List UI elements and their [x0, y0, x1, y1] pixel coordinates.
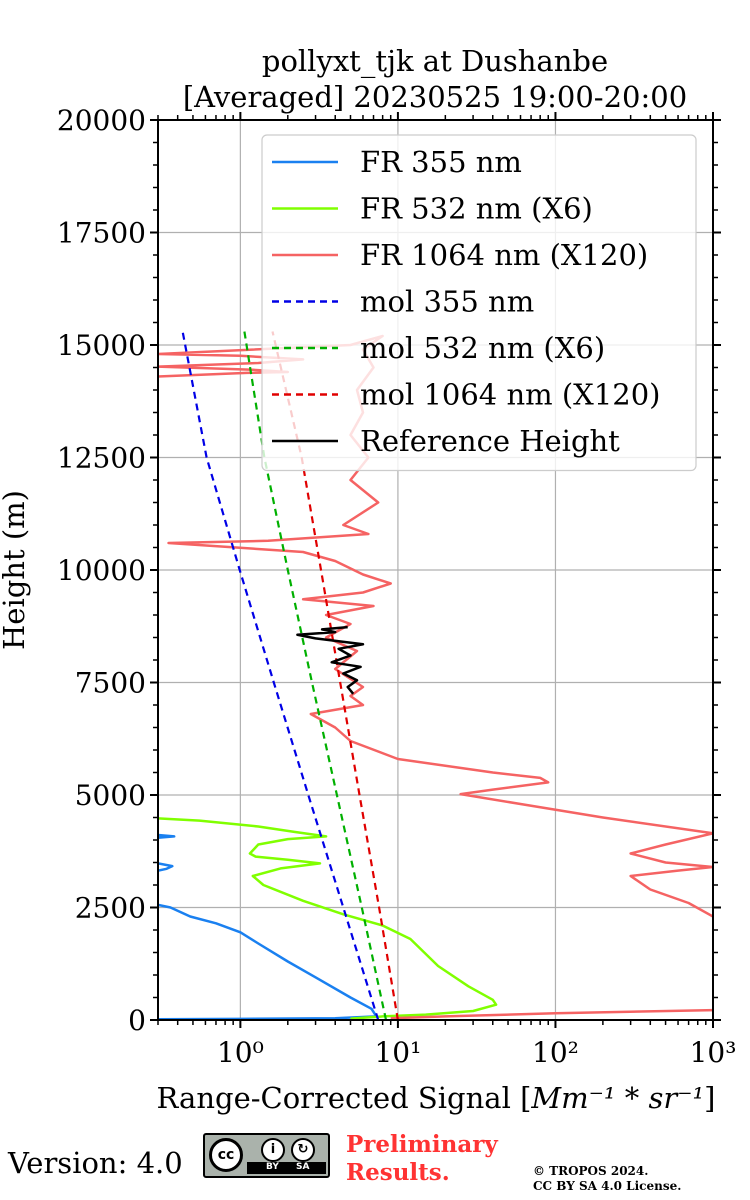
legend-label: mol 1064 nm (X120)	[360, 378, 661, 412]
sa-label: SA	[296, 1162, 310, 1172]
preliminary-results: Preliminary Results.	[346, 1131, 498, 1187]
x-tick-label: 10¹	[374, 1036, 421, 1069]
copyright-notice: © TROPOS 2024. CC BY SA 4.0 License.	[533, 1164, 681, 1194]
legend-label: FR 532 nm (X6)	[360, 192, 593, 226]
series-fr355	[158, 833, 378, 1020]
y-tick-label: 12500	[57, 442, 146, 475]
legend-box	[261, 134, 697, 472]
share-alike-icon: ↻	[291, 1138, 315, 1162]
y-tick-label: 10000	[57, 554, 146, 587]
legend-label: mol 355 nm	[360, 285, 534, 319]
y-tick-label: 0	[128, 1004, 146, 1037]
series-fr532	[158, 817, 498, 1020]
y-tick-label: 17500	[57, 217, 146, 250]
x-axis-label: Range-Corrected Signal [Mm⁻¹ * sr⁻¹]	[157, 1081, 716, 1115]
legend-label: Reference Height	[360, 424, 620, 458]
x-axis-label-text: Range-Corrected Signal [	[157, 1081, 532, 1115]
x-tick-label: 10⁰	[217, 1036, 264, 1069]
by-label: BY	[266, 1162, 279, 1172]
y-tick-label: 7500	[75, 667, 146, 700]
x-tick-label: 10³	[690, 1036, 737, 1069]
y-tick-label: 15000	[57, 329, 146, 362]
legend-label: FR 355 nm	[360, 145, 522, 179]
y-tick-label: 20000	[57, 104, 146, 137]
x-axis-label-close: ]	[704, 1081, 715, 1115]
copyright-line1: © TROPOS 2024.	[533, 1164, 649, 1178]
chart-title-line2: [Averaged] 20230525 19:00-20:00	[183, 80, 687, 114]
preliminary-line2: Results.	[346, 1159, 450, 1186]
legend-label: FR 1064 nm (X120)	[360, 238, 648, 272]
legend: FR 355 nm FR 532 nm (X6) FR 1064 nm (X120)…	[261, 134, 697, 472]
version-label: Version: 4.0	[8, 1146, 183, 1180]
series-refheight	[296, 625, 365, 695]
preliminary-line1: Preliminary	[346, 1131, 498, 1158]
axes: 0 2500 5000 7500 10000 12500 15000 17500 20000 10…	[57, 104, 737, 1069]
x-axis-label-math: Mm⁻¹ * sr⁻¹	[530, 1081, 704, 1115]
cc-strip: BY SA	[247, 1162, 326, 1174]
series-mol355	[181, 331, 380, 1020]
cc-icon: cc	[209, 1138, 243, 1172]
legend-label: mol 532 nm (X6)	[360, 331, 605, 365]
cc-by-sa-badge-icon: cc i ↻ BY SA	[203, 1133, 330, 1178]
y-tick-label: 2500	[75, 892, 146, 925]
copyright-line2: CC BY SA 4.0 License.	[533, 1179, 682, 1193]
x-tick-label: 10²	[532, 1036, 579, 1069]
y-tick-label: 5000	[75, 779, 146, 812]
chart-title-line1: pollyxt_tjk at Dushanbe	[262, 44, 608, 79]
y-axis-label: Height (m)	[0, 490, 31, 650]
person-icon: i	[261, 1138, 285, 1162]
